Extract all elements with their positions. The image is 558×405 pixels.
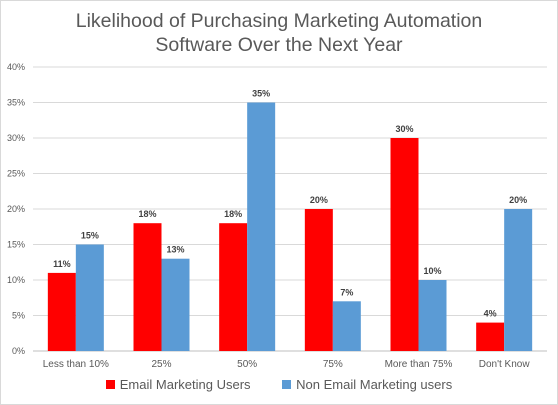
bar-non-email-marketing <box>332 301 361 351</box>
y-tick-label: 0% <box>12 346 25 356</box>
legend-item-non-email: Non Email Marketing users <box>282 377 452 392</box>
x-tick-label: 50% <box>237 359 257 370</box>
data-label: 7% <box>340 287 353 297</box>
data-label: 35% <box>252 89 270 99</box>
legend-label-non-email: Non Email Marketing users <box>296 377 453 392</box>
legend: Email Marketing Users Non Email Marketin… <box>1 377 557 392</box>
y-tick-label: 35% <box>7 98 25 108</box>
x-tick-label: Don't Know <box>479 359 531 370</box>
data-label: 15% <box>81 231 99 241</box>
chart-title-line-1: Likelihood of Purchasing Marketing Autom… <box>75 10 483 32</box>
x-tick-label: 25% <box>151 359 171 370</box>
legend-swatch-email <box>105 380 115 389</box>
bar-chart: 0% 5% 10% 15% 20% 25% 30% 35% 40% 11% 15% Less than… <box>7 62 547 370</box>
y-tick-label: 20% <box>7 204 25 214</box>
bar-non-email-marketing <box>504 209 533 351</box>
data-label: 4% <box>484 309 497 319</box>
y-tick-label: 10% <box>7 275 25 285</box>
bar-email-marketing <box>219 223 248 351</box>
data-label: 18% <box>224 209 242 219</box>
bar-email-marketing <box>47 272 76 351</box>
bar-email-marketing <box>133 223 162 351</box>
y-tick-label: 30% <box>7 133 25 143</box>
data-label: 20% <box>310 195 328 205</box>
y-tick-label: 40% <box>7 62 25 72</box>
data-label: 18% <box>138 209 156 219</box>
y-tick-label: 25% <box>7 169 25 179</box>
chart-title: Likelihood of Purchasing Marketing Autom… <box>1 9 557 57</box>
bar-email-marketing <box>390 138 419 351</box>
x-tick-label: Less than 10% <box>43 359 109 370</box>
legend-label-email: Email Marketing Users <box>119 377 251 392</box>
data-label: 13% <box>166 245 184 255</box>
bar-non-email-marketing <box>247 102 276 351</box>
bar-non-email-marketing <box>161 258 190 351</box>
bar-email-marketing <box>304 209 333 351</box>
data-label: 10% <box>423 266 441 276</box>
legend-item-email: Email Marketing Users <box>105 377 251 392</box>
data-label: 20% <box>509 195 527 205</box>
bar-non-email-marketing <box>418 280 447 351</box>
bar-non-email-marketing <box>75 244 104 351</box>
legend-swatch-non-email <box>282 380 292 389</box>
chart-title-line-2: Software Over the Next Year <box>155 34 403 56</box>
y-tick-label: 15% <box>7 240 25 250</box>
data-label: 11% <box>53 259 71 269</box>
bar-email-marketing <box>476 322 505 351</box>
y-tick-label: 5% <box>12 311 25 321</box>
x-tick-label: 75% <box>323 359 343 370</box>
x-tick-label: More than 75% <box>385 359 453 370</box>
data-label: 30% <box>395 124 413 134</box>
